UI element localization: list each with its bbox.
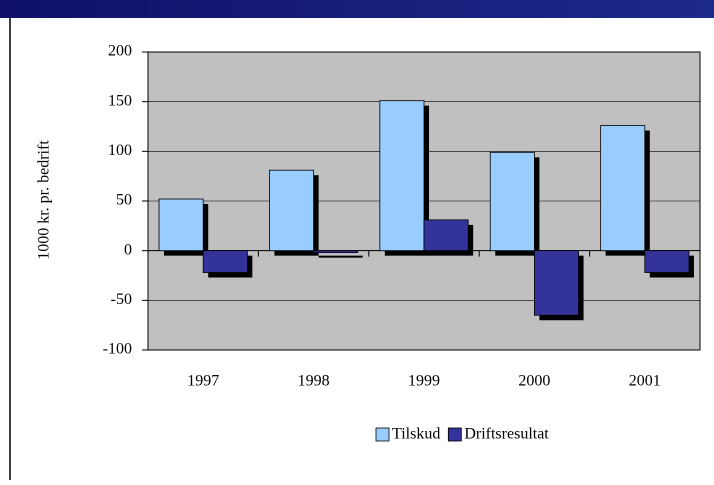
bar xyxy=(202,250,248,273)
y-axis-label: 1000 kr. pr. bedrift xyxy=(36,140,53,260)
y-tick-label: 200 xyxy=(108,43,132,60)
y-tick-label: 100 xyxy=(108,142,132,159)
bar xyxy=(600,125,646,252)
legend-label: Driftsresultat xyxy=(464,426,549,443)
bar xyxy=(313,250,359,254)
bar xyxy=(269,169,315,252)
title-bar xyxy=(0,0,714,18)
y-tick-label: -100 xyxy=(103,341,132,358)
bar xyxy=(158,198,204,252)
x-tick-label: 2001 xyxy=(629,373,661,390)
bar xyxy=(644,250,690,273)
y-tick-label: -50 xyxy=(111,291,132,308)
y-tick-label: 150 xyxy=(108,92,132,109)
legend-label: Tilskud xyxy=(392,426,440,443)
bar xyxy=(489,151,535,252)
x-tick-label: 2000 xyxy=(518,373,550,390)
y-tick-label: 0 xyxy=(124,241,132,258)
y-tick-label: 50 xyxy=(116,192,132,209)
legend-swatch xyxy=(447,427,462,442)
bar xyxy=(534,250,579,316)
bar xyxy=(379,100,425,252)
bar-shadow xyxy=(318,255,363,258)
legend-swatch xyxy=(375,427,390,442)
x-tick-label: 1999 xyxy=(408,373,440,390)
x-tick-label: 1997 xyxy=(187,373,219,390)
x-tick-label: 1998 xyxy=(298,373,330,390)
bar xyxy=(423,219,469,252)
